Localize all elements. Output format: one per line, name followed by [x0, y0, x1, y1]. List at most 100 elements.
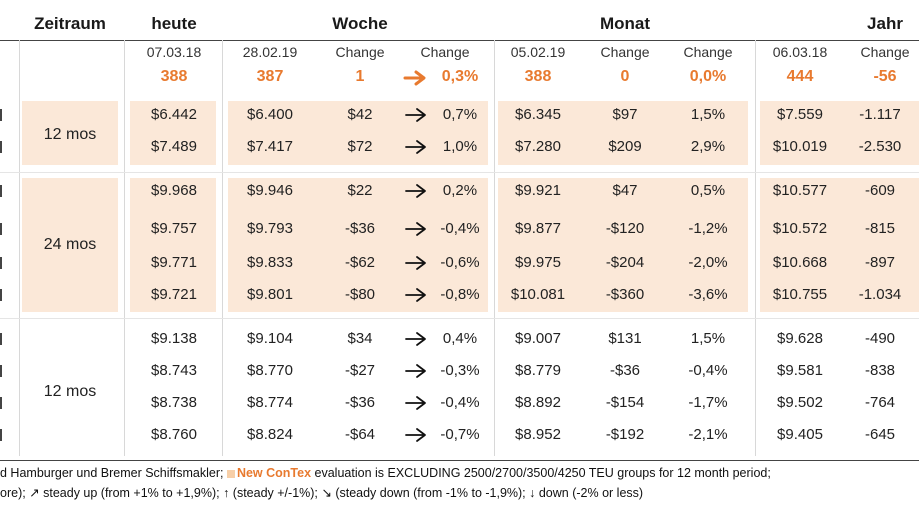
cell-monat-change-pct: 1,5% — [690, 330, 726, 347]
cell-jahr: $10.668 — [772, 254, 828, 271]
col-divider — [494, 40, 495, 456]
footer-line-1: d Hamburger und Bremer Schiffsmakler; Ne… — [0, 466, 771, 480]
cell-woche: $9.833 — [247, 254, 293, 271]
cell-heute: $9.757 — [151, 220, 197, 237]
cell-monat-change-pct: -1,2% — [688, 220, 728, 237]
cell-heute: $9.138 — [151, 330, 197, 347]
zeitraum-group-2: 24 mos — [43, 236, 97, 253]
total-monat-change: 0 — [620, 68, 630, 85]
trend-arrow-icon — [405, 184, 426, 198]
cell-woche-change: -$36 — [344, 394, 376, 411]
cell-monat-change: $97 — [612, 106, 638, 123]
cell-woche-change-pct: -0,8% — [440, 286, 480, 303]
row-edge-marker — [0, 429, 2, 441]
cell-monat-change-pct: -0,4% — [688, 362, 728, 379]
subheader-jahr-date: 06.03.18 — [772, 44, 828, 60]
cell-woche: $6.400 — [247, 106, 293, 123]
cell-monat-change-pct: -2,0% — [688, 254, 728, 271]
cell-jahr: $10.572 — [772, 220, 828, 237]
cell-woche-change-pct: -0,4% — [440, 394, 480, 411]
total-jahr: 444 — [786, 68, 814, 85]
cell-woche-change-pct: -0,4% — [440, 220, 480, 237]
cell-woche: $9.946 — [247, 182, 293, 199]
cell-heute: $8.743 — [151, 362, 197, 379]
footer-line-2: ore); ↗ steady up (from +1% to +1,9%); ↑… — [0, 486, 644, 500]
cell-woche-change-pct: 0,7% — [442, 106, 478, 123]
cell-woche-change: $22 — [347, 182, 373, 199]
cell-monat: $8.952 — [515, 426, 561, 443]
group-rule — [0, 318, 919, 319]
subheader-monat-change: Change — [600, 44, 650, 60]
cell-monat-change-pct: -3,6% — [688, 286, 728, 303]
header-heute: heute — [151, 14, 197, 33]
header-rule — [0, 40, 919, 41]
cell-jahr-change: -1.034 — [858, 286, 902, 303]
cell-jahr-change: -490 — [864, 330, 896, 347]
cell-monat-change: $209 — [608, 138, 642, 155]
cell-monat-change-pct: 0,5% — [690, 182, 726, 199]
cell-monat-change-pct: 2,9% — [690, 138, 726, 155]
cell-woche: $9.793 — [247, 220, 293, 237]
cell-monat: $8.892 — [515, 394, 561, 411]
row-edge-marker — [0, 141, 2, 153]
cell-jahr-change: -764 — [864, 394, 896, 411]
cell-woche: $9.801 — [247, 286, 293, 303]
total-woche-arrow-icon — [403, 70, 426, 86]
cell-woche-change-pct: -0,3% — [440, 362, 480, 379]
subheader-woche-date: 28.02.19 — [242, 44, 298, 60]
cell-woche: $7.417 — [247, 138, 293, 155]
cell-woche-change: $72 — [347, 138, 373, 155]
cell-monat-change-pct: -2,1% — [688, 426, 728, 443]
cell-woche-change-pct: 0,4% — [442, 330, 478, 347]
row-band — [228, 178, 488, 312]
subheader-woche-change: Change — [335, 44, 385, 60]
row-band — [130, 178, 216, 312]
cell-heute: $8.738 — [151, 394, 197, 411]
footer-source-text: d Hamburger und Bremer Schiffsmakler; — [0, 466, 224, 480]
row-band — [22, 178, 118, 312]
cell-jahr: $9.628 — [777, 330, 823, 347]
header-monat: Monat — [599, 14, 651, 33]
legend-swatch-icon — [226, 469, 235, 478]
cell-woche-change-pct: -0,7% — [440, 426, 480, 443]
cell-jahr: $9.502 — [777, 394, 823, 411]
col-divider — [755, 40, 756, 456]
row-band — [498, 178, 748, 312]
subheader-monat-date: 05.02.19 — [510, 44, 566, 60]
cell-monat-change: -$120 — [605, 220, 645, 237]
cell-woche-change: $34 — [347, 330, 373, 347]
cell-jahr-change: -609 — [864, 182, 896, 199]
zeitraum-group-1: 12 mos — [43, 126, 97, 143]
cell-jahr-change: -815 — [864, 220, 896, 237]
row-edge-marker — [0, 185, 2, 197]
cell-jahr-change: -897 — [864, 254, 896, 271]
header-jahr: Jahr — [867, 14, 903, 33]
total-jahr-change: -56 — [873, 68, 897, 85]
cell-jahr: $10.755 — [772, 286, 828, 303]
cell-woche: $9.104 — [247, 330, 293, 347]
cell-monat: $6.345 — [515, 106, 561, 123]
trend-arrow-icon — [405, 140, 426, 154]
cell-jahr: $7.559 — [777, 106, 823, 123]
trend-arrow-icon — [405, 428, 426, 442]
cell-heute: $7.489 — [151, 138, 197, 155]
cell-jahr-change: -838 — [864, 362, 896, 379]
cell-monat-change-pct: 1,5% — [690, 106, 726, 123]
subheader-monat-change-pct: Change — [683, 44, 733, 60]
row-edge-marker — [0, 257, 2, 269]
cell-monat: $9.921 — [515, 182, 561, 199]
col-divider — [124, 40, 125, 456]
trend-arrow-icon — [405, 396, 426, 410]
footer-evaluation-text: evaluation is EXCLUDING 2500/2700/3500/4… — [314, 466, 771, 480]
cell-woche-change: -$62 — [344, 254, 376, 271]
trend-arrow-icon — [405, 222, 426, 236]
trend-arrow-icon — [405, 332, 426, 346]
cell-monat: $7.280 — [515, 138, 561, 155]
total-monat-change-pct: 0,0% — [689, 68, 727, 85]
zeitraum-group-3: 12 mos — [43, 383, 97, 400]
row-edge-marker — [0, 109, 2, 121]
subheader-jahr-change: Change — [860, 44, 910, 60]
row-band — [22, 101, 118, 165]
footer-rule — [0, 460, 919, 461]
total-monat: 388 — [524, 68, 552, 85]
